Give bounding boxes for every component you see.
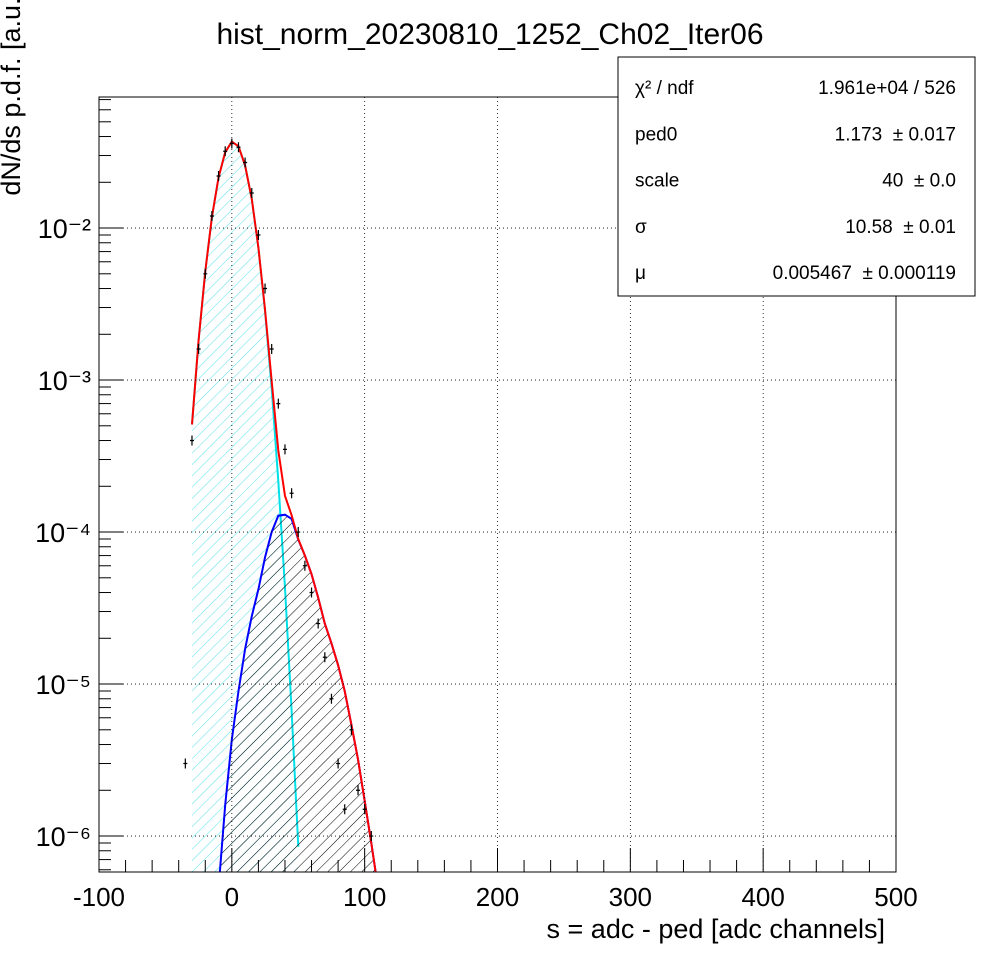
data-point [269,344,274,355]
x-tick-label: 200 [476,882,519,912]
y-tick-label: 10⁻⁶ [36,822,91,852]
data-point [302,560,307,571]
x-tick-label: 100 [343,882,386,912]
stats-value: 40 ± 0.0 [882,171,956,192]
stats-value: 1.173 ± 0.017 [835,124,956,145]
data-point [329,693,334,704]
data-point [322,652,327,663]
data-point [289,488,294,499]
data-point [196,344,201,355]
data-point [349,724,354,735]
hatched-area [219,514,376,872]
data-point [223,146,228,157]
data-point [342,804,347,815]
fit-curve [191,140,377,872]
stats-name: ped0 [635,124,677,145]
y-tick-label: 10⁻² [38,214,91,244]
data-point [229,138,234,149]
x-axis-title: s = adc - ped [adc channels] [547,914,885,944]
x-tick-label: 300 [609,882,652,912]
stats-value: 1.961e+04 / 526 [818,78,956,99]
data-point [236,142,241,153]
data-point [209,211,214,222]
stats-box: χ² / ndf 1.961e+04 / 526 ped0 1.173 ± 0.017… [617,56,976,297]
axes: -100 0 100 200 300 400 500 10⁻⁶ 10⁻⁵ 10⁻⁴ 10⁻³ 10⁻² [35,97,918,912]
data-point [189,435,194,446]
x-tick-label: 400 [741,882,784,912]
data-point [263,283,268,294]
y-tick-label: 10⁻⁴ [35,518,91,548]
data-point [336,758,341,769]
y-axis-title: dN/ds p.d.f. [a.u.] [0,0,26,196]
data-point [243,157,248,168]
data-point [309,587,314,598]
x-tick-label: 0 [225,882,239,912]
frame [98,96,897,873]
data-point [249,188,254,199]
data-point [256,229,261,240]
data-point [316,618,321,629]
y-tick-label: 10⁻³ [38,366,91,396]
data-point [216,170,221,181]
data-point [203,268,208,279]
stats-value: 10.58 ± 0.01 [845,217,956,238]
y-tick-label: 10⁻⁵ [36,670,91,700]
data-point [282,444,287,455]
plot-area [183,138,377,872]
data-point [356,785,361,796]
stats-name: σ [635,217,647,238]
stats-frame [617,56,976,297]
stats-name: χ² / ndf [635,78,694,99]
x-tick-label: -100 [73,882,125,912]
data-point [276,398,281,409]
data-point [183,758,188,769]
x-tick-label: 500 [874,882,917,912]
chart-title: hist_norm_20230810_1252_Ch02_Iter06 [216,18,763,51]
stats-value: 0.005467 ± 0.000119 [773,263,956,284]
stats-name: μ [635,263,646,284]
stats-name: scale [635,171,679,192]
